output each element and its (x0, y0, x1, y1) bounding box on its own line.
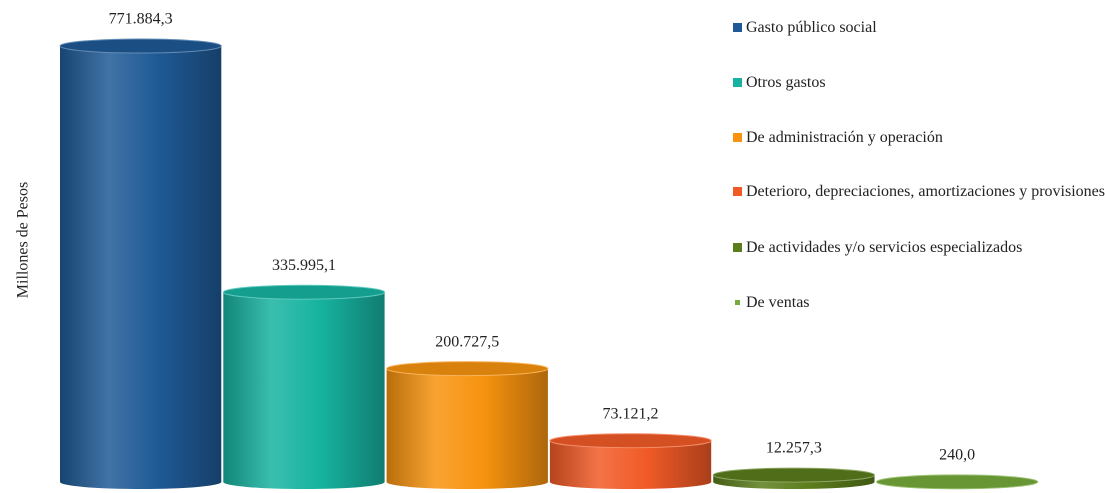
legend-label: De ventas (746, 294, 810, 311)
bar-top (876, 474, 1039, 490)
data-label: 73.121,2 (603, 405, 659, 422)
legend-item: De administración y operación (733, 128, 1105, 147)
legend-label: De administración y operación (746, 129, 943, 146)
legend-item: Otros gastos (733, 73, 1105, 92)
bar-top (222, 284, 386, 300)
bar-top (549, 433, 712, 449)
y-axis-label: Millones de Pesos (15, 182, 32, 298)
bar (223, 292, 385, 482)
legend-label: Deterioro, depreciaciones, amortizacione… (746, 183, 1105, 200)
bar (60, 46, 222, 482)
data-label: 240,0 (939, 447, 975, 464)
data-label: 12.257,3 (766, 440, 822, 457)
data-label: 771.884,3 (109, 11, 173, 28)
legend-item: Gasto público social (733, 18, 1105, 37)
data-label: 335.995,1 (272, 257, 336, 274)
legend-label: Otros gastos (746, 74, 826, 91)
legend-swatch (733, 78, 742, 87)
bar (386, 368, 548, 482)
legend-label: Gasto público social (746, 19, 877, 36)
bar-top (386, 361, 549, 377)
legend-swatch (733, 23, 742, 32)
legend-swatch (733, 243, 742, 252)
legend-swatch (733, 133, 742, 142)
legend-swatch (735, 300, 740, 305)
data-label: 200.727,5 (435, 333, 499, 350)
legend-item: De ventas (733, 293, 1105, 312)
legend-item: De actividades y/o servicios especializa… (733, 238, 1105, 257)
legend-swatch (733, 187, 742, 196)
bar-top (712, 467, 875, 483)
legend-label: De actividades y/o servicios especializa… (746, 239, 1023, 256)
legend-item: Deterioro, depreciaciones, amortizacione… (733, 182, 1105, 201)
bar-top (59, 38, 222, 54)
